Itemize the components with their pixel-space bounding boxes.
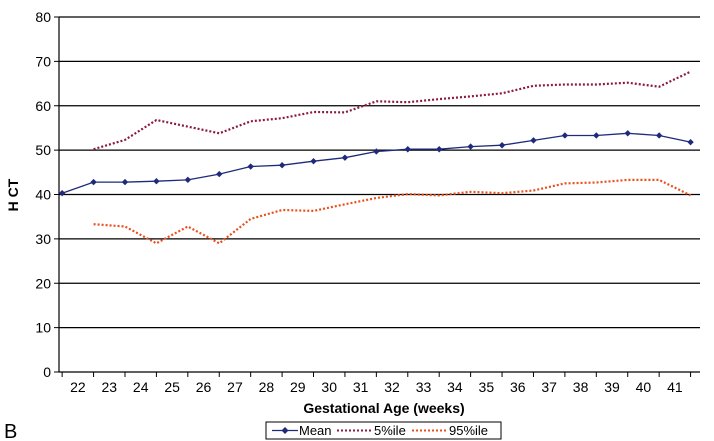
y-tick-label: 20 — [35, 275, 51, 291]
series-point — [561, 132, 569, 139]
series-line-1 — [93, 70, 692, 151]
legend-marker-mean — [281, 427, 289, 434]
x-tick-label: 33 — [416, 379, 432, 395]
x-tick-label: 24 — [133, 379, 149, 395]
series-point — [184, 176, 192, 184]
y-tick-label: 30 — [35, 231, 51, 247]
series-point — [436, 146, 443, 153]
legend-label-5pct: 5%ile — [374, 423, 406, 438]
x-tick-label: 35 — [479, 379, 495, 395]
legend-item-95pct: 95%ile — [412, 423, 488, 438]
y-tick-label: 70 — [35, 53, 51, 69]
x-tick-label: 36 — [510, 379, 526, 395]
legend-box — [265, 421, 502, 440]
x-tick-label: 38 — [573, 379, 589, 395]
y-tick-label: 10 — [35, 320, 51, 336]
x-tick-label: 37 — [541, 379, 557, 395]
series-point — [278, 162, 286, 169]
series-point — [530, 137, 537, 144]
x-axis-label: Gestational Age (weeks) — [303, 400, 464, 416]
y-tick-label: 0 — [43, 364, 51, 380]
x-tick-label: 30 — [321, 379, 337, 395]
x-tick-label: 39 — [604, 379, 620, 395]
x-tick-label: 40 — [636, 379, 652, 395]
y-tick-label: 50 — [35, 142, 51, 158]
series-point — [593, 132, 600, 139]
legend-label-95pct: 95%ile — [449, 423, 488, 438]
x-tick-label: 23 — [101, 379, 117, 395]
y-axis-label: H CT — [5, 178, 21, 211]
series-point — [404, 146, 411, 153]
series-point — [655, 132, 663, 139]
series-point — [58, 189, 66, 197]
x-tick-label: 29 — [290, 379, 306, 395]
x-tick-label: 31 — [353, 379, 369, 395]
x-tick-label: 25 — [164, 379, 180, 395]
x-tick-label: 22 — [70, 379, 86, 395]
y-tick-label: 40 — [35, 187, 51, 203]
x-axis-ticks: 22 23 24 25 26 27 28 29 30 31 32 33 34 35 36 37 38 39 40 41 — [61, 372, 692, 395]
series-point — [121, 178, 129, 186]
axes — [58, 17, 700, 373]
series-point — [310, 158, 317, 165]
x-tick-label: 28 — [259, 379, 275, 395]
series-point — [467, 143, 474, 150]
y-axis-ticks: 0 10 20 30 40 50 60 70 80 — [35, 9, 59, 380]
series-point — [498, 142, 506, 149]
y-tick-label: 60 — [35, 98, 51, 114]
series-point — [247, 163, 254, 170]
series-point — [341, 154, 349, 161]
y-tick-label: 80 — [35, 9, 51, 25]
x-tick-label: 34 — [447, 379, 463, 395]
series-point — [153, 177, 160, 185]
panel-label: B — [4, 421, 17, 441]
grid-lines — [59, 16, 700, 329]
series-line-2 — [93, 178, 692, 245]
legend: Mean 5%ile 95%ile — [265, 421, 502, 440]
legend-item-5pct: 5%ile — [337, 423, 406, 438]
series-point — [216, 170, 223, 178]
x-tick-label: 27 — [227, 379, 243, 395]
series-point — [624, 130, 631, 137]
series-point — [90, 178, 97, 186]
x-tick-label: 41 — [667, 379, 683, 395]
legend-label-mean: Mean — [299, 423, 332, 438]
x-tick-label: 32 — [384, 379, 400, 395]
series-point — [687, 138, 694, 146]
legend-item-mean: Mean — [272, 423, 332, 438]
series-lines — [58, 70, 694, 245]
series-point — [373, 148, 380, 155]
x-tick-label: 26 — [196, 379, 212, 395]
